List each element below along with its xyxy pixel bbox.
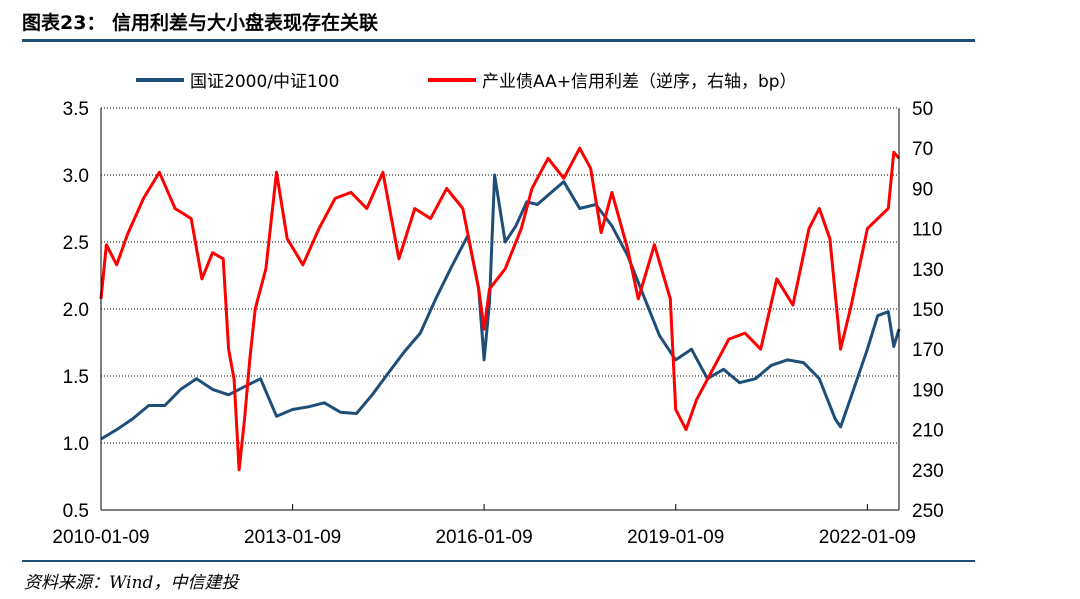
y-left-tick-label: 3.0 (63, 166, 89, 187)
y-right-tick-label: 250 (912, 501, 944, 522)
tick-labels: 3.5 3.0 2.5 2.0 1.5 1.0 0.5 50 70 90 110 130 150 170 1… (52, 99, 943, 548)
y-right-tick-label: 50 (912, 99, 933, 120)
figure-title: 图表23： 信用利差与大小盘表现存在关联 (22, 12, 379, 34)
y-right-tick-label: 150 (912, 300, 944, 321)
series-line-ratio (100, 173, 901, 441)
legend: 国证2000/中证100 产业债AA+信用利差（逆序，右轴，bp） (136, 72, 797, 92)
source-rule (22, 560, 975, 562)
title-rule (22, 39, 975, 42)
legend-label: 国证2000/中证100 (190, 72, 339, 92)
source-note: 资料来源：Wind，中信建投 (24, 573, 239, 593)
series-line-credit-spread (99, 146, 901, 472)
x-tick-label: 2013-01-09 (244, 527, 341, 548)
x-tick-label: 2022-01-09 (819, 527, 916, 548)
y-right-tick-label: 110 (912, 220, 942, 241)
y-left-tick-label: 3.5 (63, 99, 89, 120)
x-tick-label: 2019-01-09 (627, 527, 724, 548)
y-left-tick-label: 1.5 (63, 367, 89, 388)
y-right-tick-label: 90 (912, 179, 933, 200)
y-left-tick-label: 2.0 (63, 300, 89, 321)
x-tick-label: 2016-01-09 (435, 527, 532, 548)
y-right-tick-label: 70 (912, 139, 933, 160)
grid-lines (101, 107, 899, 444)
y-right-tick-label: 190 (912, 380, 944, 401)
x-tick-label: 2010-01-09 (52, 527, 149, 548)
y-right-tick-label: 170 (912, 340, 944, 361)
y-right-tick-label: 210 (912, 421, 944, 442)
y-right-tick-label: 130 (912, 260, 944, 281)
plot-lines (99, 146, 901, 472)
y-right-tick-label: 230 (912, 461, 944, 482)
legend-label: 产业债AA+信用利差（逆序，右轴，bp） (482, 72, 797, 92)
y-left-tick-label: 2.5 (63, 233, 89, 254)
y-left-tick-label: 1.0 (63, 434, 89, 455)
y-left-tick-label: 0.5 (63, 501, 89, 522)
axes (100, 108, 900, 511)
